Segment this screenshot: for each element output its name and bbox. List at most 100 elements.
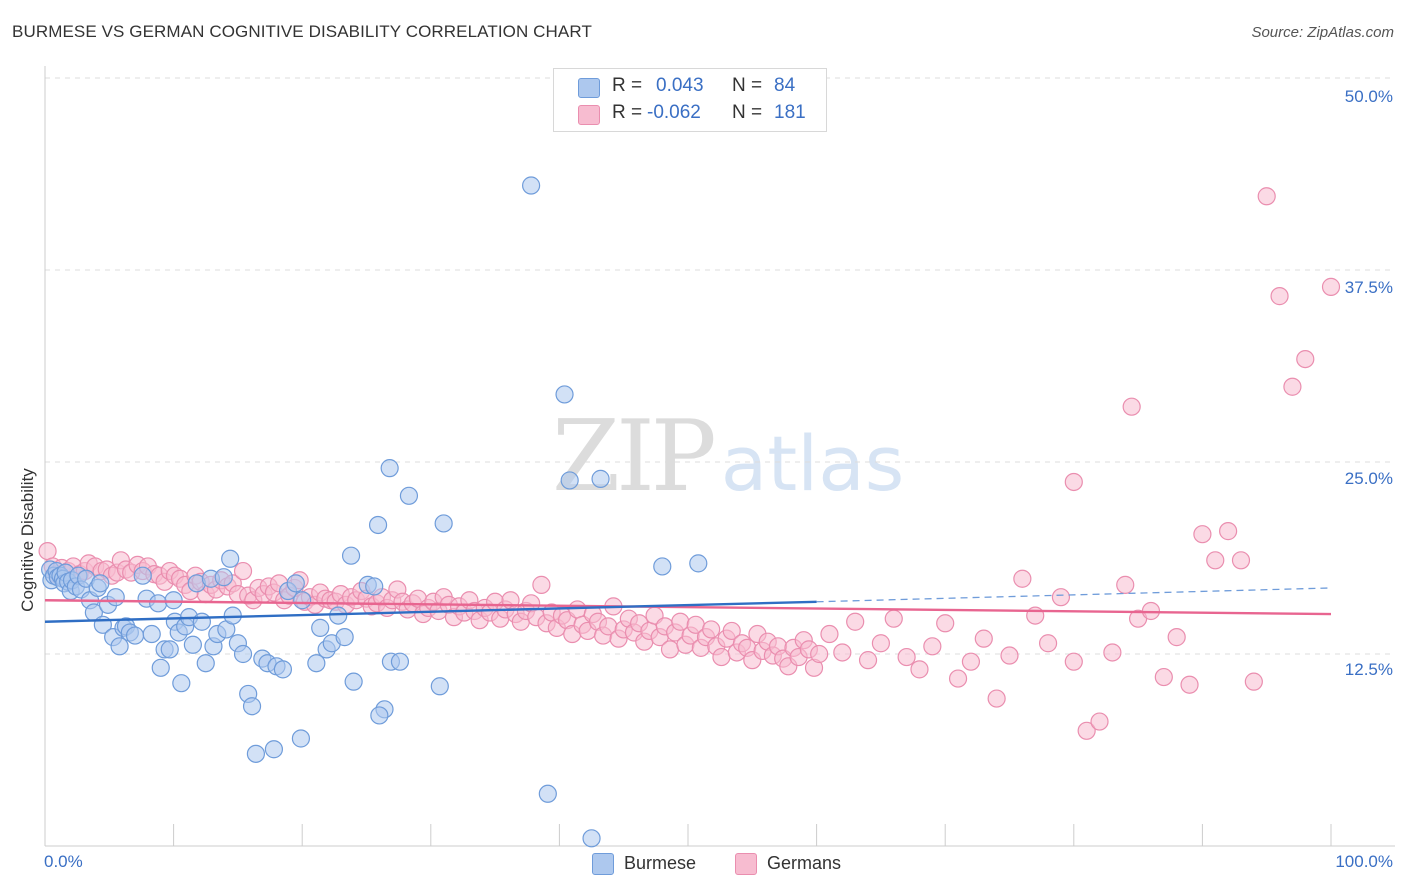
n-label: N = <box>732 75 763 96</box>
data-point <box>1116 575 1135 594</box>
data-point <box>160 640 179 659</box>
data-point <box>722 621 741 641</box>
data-point <box>390 652 410 671</box>
data-point <box>368 515 388 535</box>
watermark-atlas: atlas <box>720 419 905 508</box>
data-point <box>858 651 878 670</box>
x-tick-label: 100.0% <box>1335 852 1393 871</box>
data-point <box>293 591 312 610</box>
data-point <box>948 669 968 688</box>
data-point <box>1090 712 1109 731</box>
data-point <box>291 729 311 748</box>
data-point <box>1231 551 1251 570</box>
data-point <box>702 620 721 639</box>
data-point <box>264 740 284 759</box>
data-point <box>871 634 891 653</box>
data-point <box>820 624 839 644</box>
data-point <box>273 660 293 679</box>
data-point <box>1180 675 1199 694</box>
data-point <box>653 557 672 576</box>
data-point <box>582 829 601 848</box>
data-point <box>335 628 354 647</box>
correlation-legend: R = 0.043 N = 84 R = -0.062 N = 181 <box>553 68 827 132</box>
data-point <box>1257 187 1276 206</box>
data-point <box>1167 628 1186 647</box>
data-point <box>1206 551 1225 570</box>
data-point <box>1064 652 1083 671</box>
burmese-legend-label: Burmese <box>624 853 697 873</box>
data-point <box>1244 672 1263 691</box>
data-point <box>106 588 125 607</box>
data-point <box>344 672 363 691</box>
data-point <box>307 654 326 673</box>
data-point <box>365 577 384 596</box>
data-point <box>91 574 110 593</box>
data-point <box>689 554 708 573</box>
germans-swatch <box>578 105 600 125</box>
data-point <box>133 566 152 585</box>
data-point <box>923 637 942 656</box>
data-point <box>214 568 233 587</box>
data-point <box>151 658 170 677</box>
data-point <box>311 618 330 637</box>
data-point <box>560 471 579 490</box>
y-tick-label: 25.0% <box>1344 469 1393 488</box>
data-point <box>910 660 929 679</box>
data-point <box>246 744 266 763</box>
data-point <box>192 612 211 631</box>
y-tick-label: 12.5% <box>1344 660 1393 679</box>
data-point <box>1013 569 1032 588</box>
burmese-trend-extension <box>816 587 1332 603</box>
n-value: 181 <box>774 102 806 123</box>
watermark: ZIP atlas <box>552 400 904 514</box>
data-point <box>149 594 168 613</box>
data-point <box>142 624 161 644</box>
n-label: N = <box>732 102 763 123</box>
data-point <box>568 600 587 619</box>
data-point <box>833 643 852 662</box>
data-point <box>1038 634 1058 653</box>
data-point <box>242 697 262 716</box>
data-point <box>884 609 903 628</box>
y-tick-label: 50.0% <box>1344 87 1393 106</box>
data-point <box>987 689 1006 708</box>
data-point <box>1296 349 1315 369</box>
germans-legend-label: Germans <box>767 853 842 873</box>
data-point <box>380 459 399 478</box>
data-point <box>125 626 145 645</box>
data-point <box>961 652 981 671</box>
data-point <box>1270 287 1289 306</box>
data-point <box>974 629 993 648</box>
data-point <box>660 640 680 659</box>
data-point <box>38 541 57 561</box>
data-point <box>233 644 253 664</box>
r-value: 0.043 <box>656 75 704 96</box>
burmese-swatch <box>578 78 600 98</box>
data-point <box>183 635 202 654</box>
data-point <box>1321 277 1341 296</box>
y-axis-label: Cognitive Disability <box>18 468 37 612</box>
data-point <box>1283 377 1302 396</box>
data-point <box>522 176 541 195</box>
data-point <box>1154 667 1173 687</box>
germans-legend-swatch <box>735 853 757 875</box>
burmese-legend-swatch <box>592 853 614 875</box>
data-point <box>399 486 419 505</box>
r-label: R = <box>612 75 643 96</box>
data-point <box>532 575 551 594</box>
r-value: -0.062 <box>647 102 701 123</box>
data-point <box>591 469 610 488</box>
data-point <box>172 674 191 693</box>
data-point <box>286 574 305 593</box>
data-point <box>1103 643 1122 662</box>
data-point <box>329 606 348 625</box>
data-point <box>1193 525 1212 544</box>
data-point <box>1122 397 1141 416</box>
watermark-zip: ZIP <box>552 400 717 514</box>
data-point <box>538 784 557 803</box>
r-label: R = <box>612 102 643 123</box>
data-point <box>846 612 865 631</box>
data-point <box>196 654 215 673</box>
data-point <box>712 647 731 667</box>
